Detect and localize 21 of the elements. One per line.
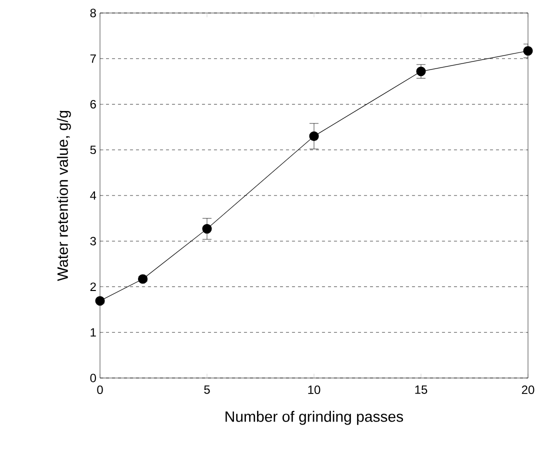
x-axis-title: Number of grinding passes: [226, 410, 404, 425]
point: [309, 131, 319, 141]
y-tick-label: 3: [90, 236, 96, 246]
y-tick-label: 8: [90, 8, 96, 18]
y-tick-label: 4: [90, 191, 96, 200]
y-tick-label: 5: [90, 146, 96, 154]
x-tick-label: 20: [522, 386, 534, 394]
y-tick-label: 1: [90, 328, 96, 337]
point: [202, 224, 212, 234]
x-tick-label: 10: [308, 386, 320, 394]
y-tick-label: 7: [90, 54, 96, 63]
y-tick-label: 2: [90, 282, 96, 291]
point: [416, 66, 426, 76]
y-axis-title: Water retention value, g/g: [56, 110, 71, 282]
x-tick-label: 15: [415, 386, 428, 394]
point: [138, 274, 148, 284]
y-tick-label: 0: [90, 374, 96, 382]
y-tick-label: 6: [90, 100, 96, 108]
x-tick-label: 0: [97, 386, 103, 394]
point: [95, 296, 105, 306]
x-tick-label: 5: [204, 386, 210, 394]
